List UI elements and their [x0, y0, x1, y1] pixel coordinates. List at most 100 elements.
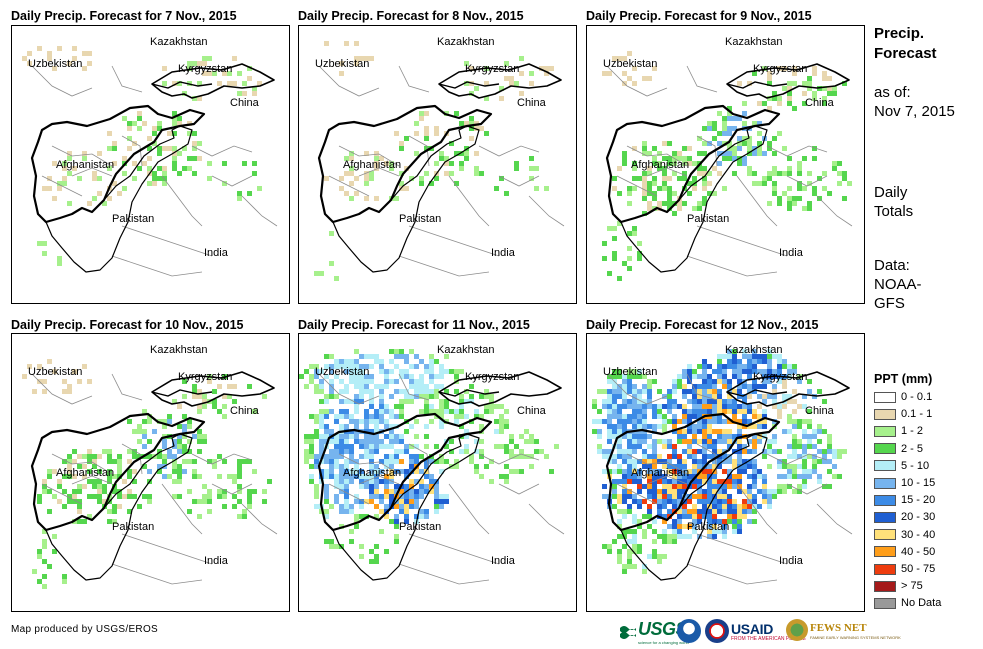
- usaid-wordmark: USAID: [731, 621, 774, 637]
- map-label-kyrgyzstan: Kyrgyzstan: [753, 63, 807, 75]
- legend-title: PPT (mm): [874, 372, 933, 386]
- legend-item: No Data: [874, 595, 941, 611]
- precip-layer: [22, 359, 272, 589]
- legend-label: 2 - 5: [901, 442, 924, 455]
- legend-swatch: [874, 580, 896, 592]
- map-label-india: India: [779, 555, 804, 567]
- map-label-afghanistan: Afghanistan: [631, 159, 689, 171]
- legend-swatch: [874, 563, 896, 575]
- sidebar-title-line1: Precip.: [874, 25, 925, 42]
- map-panel-4: Kazakhstan Uzbekistan Kyrgyzstan China Afgha…: [11, 333, 290, 612]
- legend-label: 10 - 15: [901, 477, 936, 489]
- legend-label: 50 - 75: [901, 563, 936, 575]
- usgs-tagline: science for a changing world: [638, 640, 689, 645]
- legend-label: 0.1 - 1: [901, 408, 933, 421]
- map-label-kazakhstan: Kazakhstan: [437, 344, 494, 356]
- legend-swatch: [874, 408, 896, 420]
- sidebar-asof-label: as of:: [874, 84, 911, 101]
- sidebar-totals-line2: Totals: [874, 203, 914, 220]
- map-label-india: India: [491, 555, 516, 567]
- panel-title-2: Daily Precip. Forecast for 8 Nov., 2015: [298, 9, 524, 23]
- map-label-india: India: [204, 555, 229, 567]
- map-label-india: India: [779, 247, 804, 259]
- map-canvas: Kazakhstan Uzbekistan Kyrgyzstan China Afgha…: [22, 36, 278, 277]
- legend-swatch: [874, 597, 896, 609]
- legend-item: 0 - 0.1: [874, 389, 932, 405]
- legend-label: 40 - 50: [901, 545, 936, 558]
- map-label-uzbekistan: Uzbekistan: [28, 366, 82, 378]
- map-label-india: India: [204, 247, 229, 259]
- map-label-china: China: [805, 405, 835, 417]
- legend-item: 5 - 10: [874, 458, 929, 474]
- map-panel-1: Kazakhstan Uzbekistan Kyrgyzstan China Afgha…: [11, 25, 290, 304]
- legend-item: 15 - 20: [874, 492, 935, 508]
- map-label-uzbekistan: Uzbekistan: [603, 366, 657, 378]
- legend-item: 40 - 50: [874, 544, 935, 560]
- legend-swatch: [874, 511, 896, 523]
- legend-label: 5 - 10: [901, 459, 930, 472]
- panel-title-3: Daily Precip. Forecast for 9 Nov., 2015: [586, 9, 812, 23]
- sidebar-data-line2: NOAA-: [874, 276, 922, 293]
- map-label-afghanistan: Afghanistan: [56, 467, 114, 479]
- precip-layer: [22, 46, 262, 266]
- panel-title-5: Daily Precip. Forecast for 11 Nov., 2015: [298, 318, 530, 332]
- map-label-afghanistan: Afghanistan: [343, 159, 401, 171]
- usgs-wordmark: USGS: [638, 619, 688, 639]
- panel-title-6: Daily Precip. Forecast for 12 Nov., 2015: [586, 318, 819, 332]
- map-label-kyrgyzstan: Kyrgyzstan: [465, 371, 519, 383]
- credit-text: Map produced by USGS/EROS: [11, 624, 159, 635]
- map-panel-3: Kazakhstan Uzbekistan Kyrgyzstan China Afgha…: [586, 25, 865, 304]
- legend-swatch: [874, 546, 896, 558]
- map-label-pakistan: Pakistan: [687, 521, 729, 533]
- map-label-pakistan: Pakistan: [687, 213, 729, 225]
- map-label-kyrgyzstan: Kyrgyzstan: [178, 371, 232, 383]
- legend-label: > 75: [901, 580, 923, 593]
- map-label-kyrgyzstan: Kyrgyzstan: [753, 371, 807, 383]
- legend-swatch: [874, 529, 896, 541]
- map-label-china: China: [517, 405, 547, 417]
- map-label-kyrgyzstan: Kyrgyzstan: [178, 63, 232, 75]
- map-label-uzbekistan: Uzbekistan: [315, 366, 369, 378]
- legend-label: 20 - 30: [901, 511, 936, 524]
- map-label-kazakhstan: Kazakhstan: [725, 344, 782, 356]
- fews-wordmark: FEWS NET: [810, 622, 867, 634]
- precip-layer: [314, 41, 554, 281]
- map-label-china: China: [805, 97, 835, 109]
- map-label-pakistan: Pakistan: [112, 213, 154, 225]
- legend-label: 30 - 40: [901, 528, 936, 541]
- legend-swatch: [874, 391, 896, 403]
- noaa-logo-icon: [677, 619, 701, 643]
- legend-item: 1 - 2: [874, 423, 923, 439]
- legend-label: No Data: [901, 597, 942, 610]
- legend-swatch: [874, 425, 896, 437]
- usgs-logo: USGS science for a changing world: [620, 619, 689, 645]
- legend-swatch: [874, 460, 896, 472]
- sidebar-totals-line1: Daily: [874, 184, 908, 201]
- sidebar-data-line1: Data:: [874, 257, 910, 274]
- fews-tagline: FAMINE EARLY WARNING SYSTEMS NETWORK: [810, 635, 901, 640]
- map-label-kyrgyzstan: Kyrgyzstan: [465, 63, 519, 75]
- map-label-kazakhstan: Kazakhstan: [150, 36, 207, 48]
- map-label-india: India: [491, 247, 516, 259]
- map-label-china: China: [517, 97, 547, 109]
- map-label-uzbekistan: Uzbekistan: [315, 58, 369, 70]
- map-label-afghanistan: Afghanistan: [343, 467, 401, 479]
- legend-item: 0.1 - 1: [874, 406, 932, 422]
- usaid-tagline: FROM THE AMERICAN PEOPLE: [731, 636, 806, 642]
- map-label-china: China: [230, 405, 260, 417]
- legend-swatch: [874, 443, 896, 455]
- fews-globe-icon: [786, 619, 808, 641]
- panel-title-4: Daily Precip. Forecast for 10 Nov., 2015: [11, 318, 244, 332]
- sidebar-title-line2: Forecast: [874, 45, 937, 62]
- nws-logo-icon: [705, 619, 729, 643]
- map-label-pakistan: Pakistan: [399, 521, 441, 533]
- legend-swatch: [874, 494, 896, 506]
- map-panel-2: Kazakhstan Uzbekistan Kyrgyzstan China Afgha…: [298, 25, 577, 304]
- panel-title-1: Daily Precip. Forecast for 7 Nov., 2015: [11, 9, 237, 23]
- map-panel-6: Kazakhstan Uzbekistan Kyrgyzstan China Afgha…: [586, 333, 865, 612]
- legend-label: 15 - 20: [901, 494, 936, 507]
- map-label-afghanistan: Afghanistan: [631, 467, 689, 479]
- map-label-afghanistan: Afghanistan: [56, 159, 114, 171]
- legend-item: 50 - 75: [874, 561, 935, 577]
- map-canvas: Kazakhstan Uzbekistan Kyrgyzstan China Afgha…: [299, 344, 565, 585]
